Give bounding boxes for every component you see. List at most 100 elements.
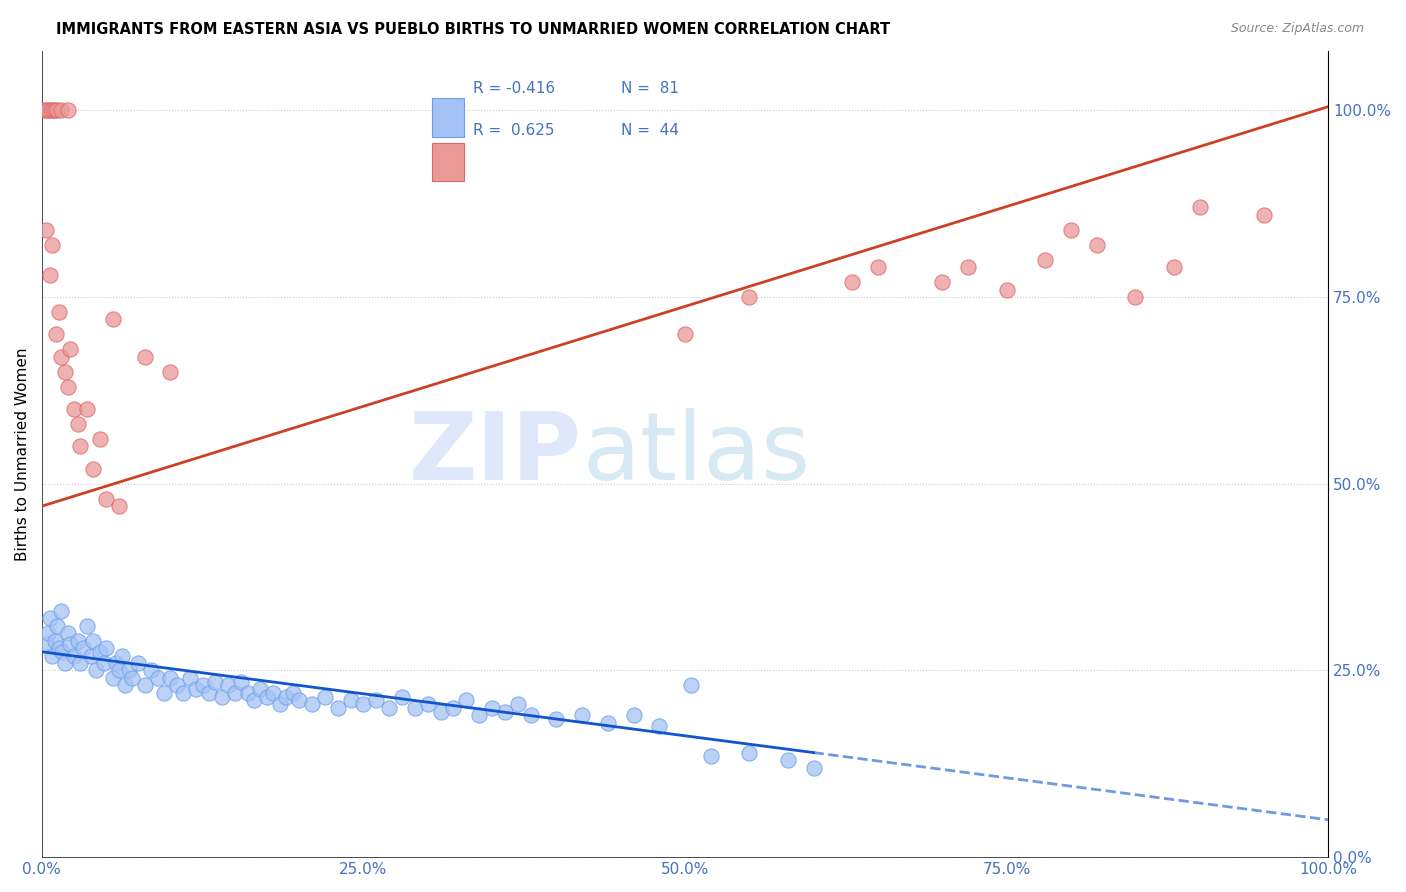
FancyBboxPatch shape [432, 143, 464, 181]
Point [56, 626, 79, 640]
Point [108, 664, 131, 678]
Point [63, 648, 86, 663]
Point [468, 708, 491, 723]
Point [89, 432, 111, 446]
Point [159, 365, 181, 379]
Point [281, 686, 304, 700]
Point [44, 633, 66, 648]
Point [738, 746, 761, 760]
Point [648, 719, 671, 733]
Point [456, 693, 478, 707]
Point [153, 686, 176, 700]
Point [243, 693, 266, 707]
Point [841, 275, 863, 289]
Point [114, 678, 136, 692]
Point [34, 637, 56, 651]
Point [69, 656, 91, 670]
Point [429, 705, 451, 719]
Point [79, 648, 101, 663]
Point [1253, 208, 1275, 222]
Point [84, 664, 107, 678]
Point [66, 633, 89, 648]
Point [494, 705, 516, 719]
Point [326, 700, 349, 714]
Point [34, 103, 56, 118]
FancyBboxPatch shape [432, 98, 464, 137]
Point [34, 223, 56, 237]
Point [269, 697, 291, 711]
Point [93, 656, 115, 670]
Point [46, 103, 69, 118]
Point [51, 645, 73, 659]
Point [118, 664, 141, 678]
Point [76, 618, 98, 632]
Point [110, 648, 132, 663]
Point [866, 260, 889, 275]
Point [198, 686, 221, 700]
Point [931, 275, 953, 289]
Point [699, 749, 721, 764]
Point [217, 678, 239, 692]
Point [37, 103, 59, 118]
Point [1060, 223, 1083, 237]
Point [211, 690, 233, 704]
Point [673, 327, 696, 342]
Text: N =  44: N = 44 [620, 123, 679, 138]
Point [366, 693, 388, 707]
Point [45, 327, 67, 342]
Point [191, 678, 214, 692]
Point [276, 690, 298, 704]
Point [89, 645, 111, 659]
Point [681, 678, 703, 692]
Point [204, 674, 226, 689]
Point [1033, 252, 1056, 267]
Point [224, 686, 246, 700]
Point [35, 103, 58, 118]
Point [166, 678, 188, 692]
Point [44, 103, 66, 118]
Point [546, 712, 568, 726]
Point [134, 350, 156, 364]
Point [56, 103, 79, 118]
Point [441, 700, 464, 714]
Point [481, 700, 503, 714]
Point [49, 103, 72, 118]
Point [37, 626, 59, 640]
Point [46, 618, 69, 632]
Point [301, 697, 323, 711]
Point [49, 604, 72, 618]
Point [506, 697, 529, 711]
Y-axis label: Births to Unmarried Women: Births to Unmarried Women [15, 347, 30, 561]
Point [956, 260, 979, 275]
Point [256, 690, 278, 704]
Point [53, 656, 76, 670]
Point [391, 690, 413, 704]
Point [738, 290, 761, 304]
Point [288, 693, 311, 707]
Point [378, 700, 401, 714]
Text: N =  81: N = 81 [620, 80, 679, 95]
Point [179, 671, 201, 685]
Text: R = -0.416: R = -0.416 [472, 80, 555, 95]
Point [571, 708, 593, 723]
Point [995, 283, 1018, 297]
Point [146, 671, 169, 685]
Point [105, 656, 128, 670]
Point [39, 103, 62, 118]
Point [63, 402, 86, 417]
Point [803, 760, 825, 774]
Text: ZIP: ZIP [409, 408, 582, 500]
Point [172, 686, 194, 700]
Text: atlas: atlas [582, 408, 810, 500]
Point [139, 664, 162, 678]
Point [416, 697, 439, 711]
Point [121, 671, 143, 685]
Point [776, 753, 799, 767]
Point [623, 708, 645, 723]
Text: IMMIGRANTS FROM EASTERN ASIA VS PUEBLO BIRTHS TO UNMARRIED WOMEN CORRELATION CHA: IMMIGRANTS FROM EASTERN ASIA VS PUEBLO B… [56, 22, 890, 37]
Point [53, 365, 76, 379]
Point [101, 671, 124, 685]
Point [249, 682, 271, 697]
Point [159, 671, 181, 685]
Point [108, 499, 131, 513]
